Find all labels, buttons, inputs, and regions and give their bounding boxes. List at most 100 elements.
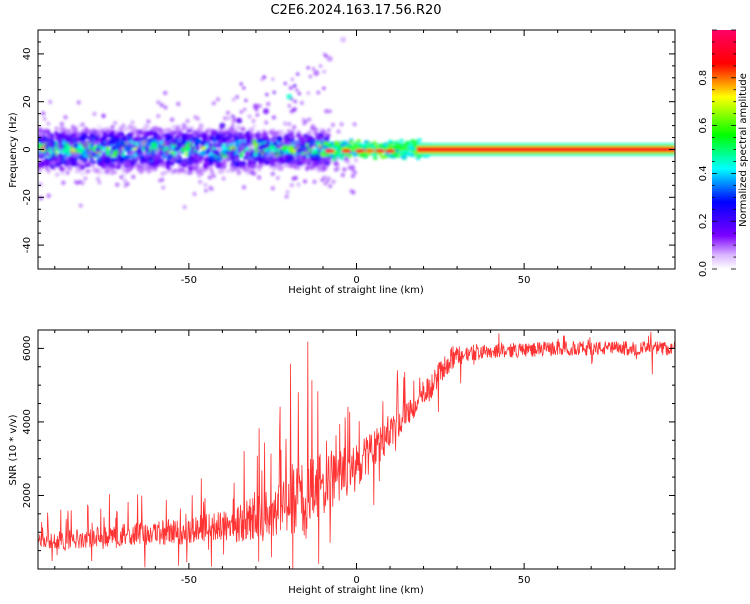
spectrogram-cell — [307, 117, 312, 122]
spectrogram-cell — [287, 121, 292, 127]
spectrogram-cell — [139, 159, 145, 165]
spectrogram-cell — [113, 120, 118, 126]
spectrogram-cell — [308, 147, 314, 152]
spectrogram-cell — [253, 152, 258, 157]
spectrogram-cell — [130, 143, 135, 148]
spectrogram-cell — [288, 161, 294, 169]
spectrogram-cell — [343, 141, 349, 145]
spectrogram-cell — [85, 168, 90, 174]
spectrogram-cell — [55, 158, 61, 163]
spectrogram-cell — [177, 130, 182, 135]
spectrogram-cell — [58, 143, 63, 149]
spectrogram-cell — [130, 120, 135, 125]
spectrogram-cell — [353, 158, 359, 163]
spectrogram-cell — [115, 182, 120, 187]
spectrogram-outlier — [311, 67, 316, 71]
spectrogram-cell — [159, 148, 164, 154]
spectrogram-cell — [401, 155, 407, 160]
spectrogram-cell — [65, 170, 70, 175]
colorbar-tick-label: 0.6 — [698, 118, 709, 134]
spectrogram-cell — [251, 160, 256, 165]
spectrogram-cell — [157, 137, 163, 142]
spectrogram-cell — [363, 155, 369, 159]
spectrogram-cell — [289, 109, 294, 114]
spectrogram-heatmap — [38, 36, 675, 210]
spectrogram-cell — [172, 168, 178, 173]
spectrogram-cell — [343, 152, 349, 156]
spectrogram-cell — [201, 140, 207, 144]
spectrogram-cell — [105, 168, 110, 173]
spectrogram-cell — [159, 158, 164, 163]
spectrogram-cell — [59, 121, 65, 127]
spectrogram-cell — [228, 151, 233, 156]
spectrogram-cell — [83, 176, 88, 181]
spectrogram-cell — [146, 119, 151, 124]
colorbar-gradient — [712, 30, 736, 269]
spectrogram-cell — [327, 109, 333, 114]
spectrogram-hotspot — [324, 148, 335, 153]
spectrogram-cell — [274, 150, 279, 156]
spectrogram-cell — [297, 156, 302, 161]
spectrogram-cell — [156, 133, 161, 138]
spectrogram-cell — [69, 142, 74, 147]
spectrogram-cell — [145, 144, 151, 150]
spectrogram-cell — [189, 170, 194, 175]
spectrogram-cell — [394, 140, 399, 145]
spectrogram-outlier — [306, 66, 310, 70]
spectrogram-cell — [205, 136, 210, 142]
spectrogram-ytick-label: 0 — [22, 146, 33, 152]
spectrogram-cell — [105, 146, 109, 150]
spectrogram-cell — [164, 141, 170, 146]
spectrogram-cell — [339, 122, 344, 127]
spectrogram-cell — [136, 156, 141, 161]
spectrogram-cell — [101, 113, 106, 119]
spectrogram-cell — [406, 151, 411, 156]
spectrogram-cell — [243, 168, 248, 173]
spectrogram-cell — [307, 151, 312, 156]
spectrogram-cell — [348, 165, 354, 170]
spectrogram-cell — [269, 153, 275, 158]
spectrogram-cell — [159, 161, 164, 166]
spectrogram-cell — [285, 138, 290, 143]
spectrogram-cell — [164, 133, 169, 138]
spectrogram-outlier — [293, 83, 297, 88]
spectrogram-cell — [54, 126, 59, 131]
spectrogram-cell — [296, 165, 301, 171]
spectrogram-cell — [323, 181, 328, 186]
spectrogram-cell — [115, 165, 120, 170]
spectrogram-cell — [59, 171, 66, 176]
spectrogram-cell — [207, 175, 213, 180]
spectrogram-cell — [204, 129, 209, 134]
spectrogram-cell — [278, 164, 284, 171]
snr-ylabel: SNR (10 * v/v) — [8, 414, 19, 485]
spectrogram-cell — [97, 124, 102, 129]
snr-panel: -50 0 50 2000 4000 6000 Height of straight li… — [8, 329, 676, 596]
spectrogram-cell — [65, 161, 71, 166]
spectrogram-outlier — [322, 86, 326, 91]
spectrogram-cell — [112, 170, 117, 175]
spectrogram-cell — [194, 142, 199, 148]
spectrogram-cell — [333, 161, 338, 167]
spectrogram-cell — [280, 130, 286, 136]
spectrogram-cell — [42, 159, 49, 165]
spectrogram-cell — [380, 155, 386, 159]
spectrogram-cell — [42, 140, 47, 145]
spectrogram-cell — [86, 129, 91, 134]
spectrogram-cell — [110, 124, 115, 130]
spectrogram-cell — [225, 157, 230, 162]
spectrogram-outlier — [265, 92, 269, 97]
spectrogram-cell — [294, 154, 299, 159]
spectrogram-cell — [118, 146, 123, 151]
spectrogram-cell — [262, 130, 268, 136]
spectrogram-cell — [320, 167, 325, 172]
spectrogram-cell — [82, 143, 88, 149]
spectrogram-cell — [331, 179, 336, 184]
spectrogram-cell — [68, 166, 73, 171]
spectrogram-cell — [312, 179, 317, 184]
spectrogram-cell — [391, 153, 397, 157]
spectrogram-hotspot — [385, 148, 395, 153]
spectrogram-xlabel: Height of straight line (km) — [288, 285, 424, 296]
spectrogram-cell — [354, 144, 360, 149]
spectrogram-cell — [79, 156, 84, 160]
spectrogram-outlier — [242, 107, 247, 112]
